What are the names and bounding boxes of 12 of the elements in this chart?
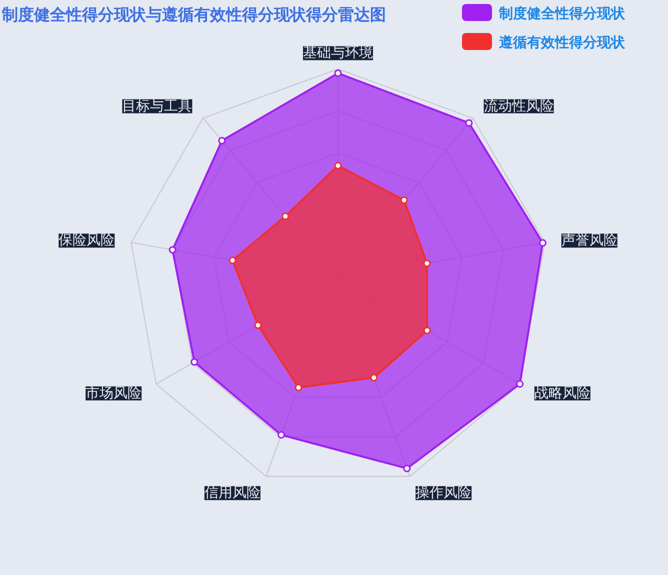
spoke-label: 目标与工具: [122, 98, 192, 114]
spoke-label: 流动性风险: [484, 98, 554, 114]
legend-label: 遵循有效性得分现状: [498, 34, 626, 51]
spoke-label: 市场风险: [86, 385, 142, 402]
spoke-label: 操作风险: [416, 485, 472, 502]
legend-label: 制度健全性得分现状: [498, 5, 626, 22]
spoke-label: 保险风险: [58, 232, 115, 249]
chart-title: 制度健全性得分现状与遵循有效性得分现状得分雷达图: [1, 5, 386, 24]
spoke-label: 战略风险: [534, 385, 590, 402]
spoke-label: 信用风险: [204, 485, 260, 502]
spoke-label: 声誉风险: [561, 232, 618, 249]
spoke-label: 基础与环境: [303, 45, 373, 62]
